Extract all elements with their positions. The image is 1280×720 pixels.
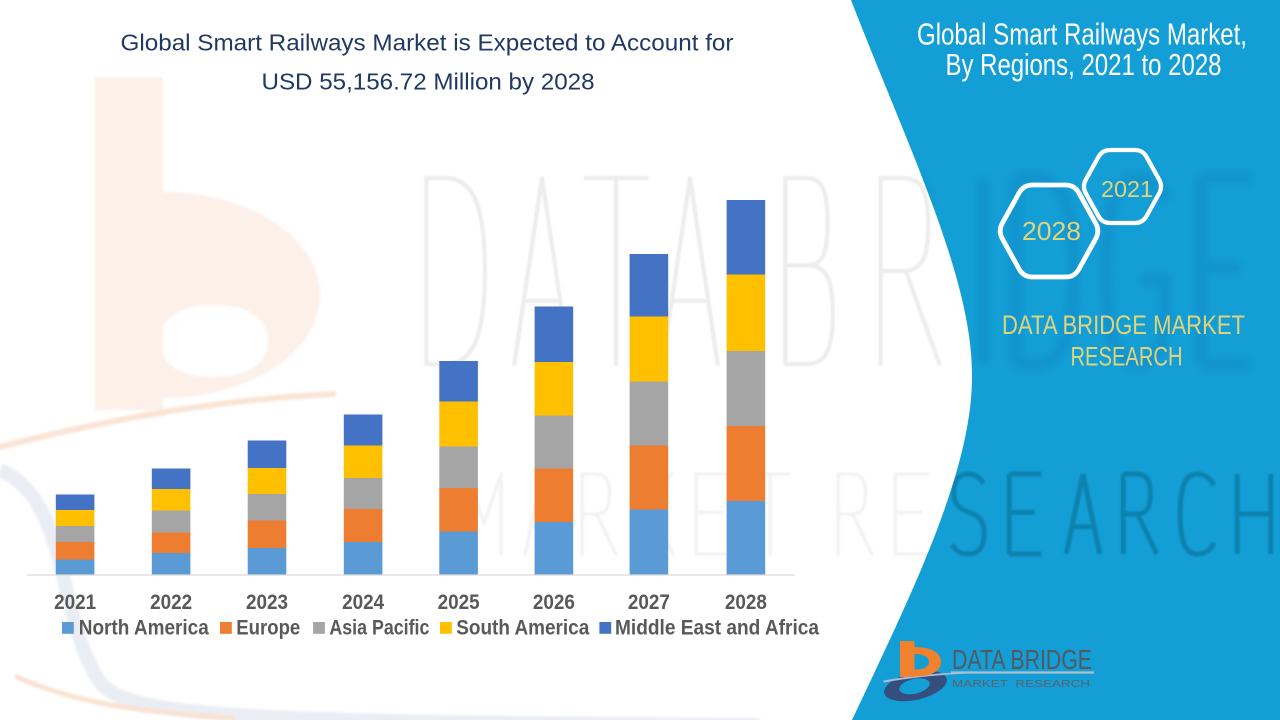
- svg-text:2027: 2027: [628, 591, 670, 614]
- svg-text:2024: 2024: [342, 591, 384, 614]
- svg-text:DATA BRIDGE: DATA BRIDGE: [952, 644, 1092, 675]
- svg-text:Global Smart Railways Market,: Global Smart Railways Market,: [917, 17, 1247, 51]
- svg-text:2028: 2028: [725, 591, 767, 614]
- svg-text:Global Smart Railways Market i: Global Smart Railways Market is Expected…: [121, 30, 734, 56]
- svg-text:By Regions, 2021 to 2028: By Regions, 2021 to 2028: [946, 48, 1222, 82]
- svg-text:2021: 2021: [54, 591, 96, 614]
- svg-text:DATA BRIDGE MARKET: DATA BRIDGE MARKET: [1002, 309, 1245, 340]
- svg-text:MARKET RESEARCH: MARKET RESEARCH: [952, 679, 1090, 690]
- svg-text:2023: 2023: [246, 591, 288, 614]
- svg-text:Europe: Europe: [236, 616, 300, 639]
- svg-text:RESEARCH: RESEARCH: [1071, 341, 1183, 372]
- svg-text:2021: 2021: [1101, 176, 1153, 202]
- svg-text:2028: 2028: [1022, 216, 1081, 246]
- svg-text:North America: North America: [79, 616, 209, 639]
- svg-text:South America: South America: [456, 616, 589, 639]
- svg-text:Asia Pacific: Asia Pacific: [329, 616, 429, 639]
- svg-text:Middle East and Africa: Middle East and Africa: [615, 616, 819, 639]
- svg-text:2026: 2026: [533, 591, 575, 614]
- svg-text:2025: 2025: [438, 591, 480, 614]
- svg-text:2022: 2022: [150, 591, 192, 614]
- svg-text:USD 55,156.72 Million by 2028: USD 55,156.72 Million by 2028: [262, 69, 595, 95]
